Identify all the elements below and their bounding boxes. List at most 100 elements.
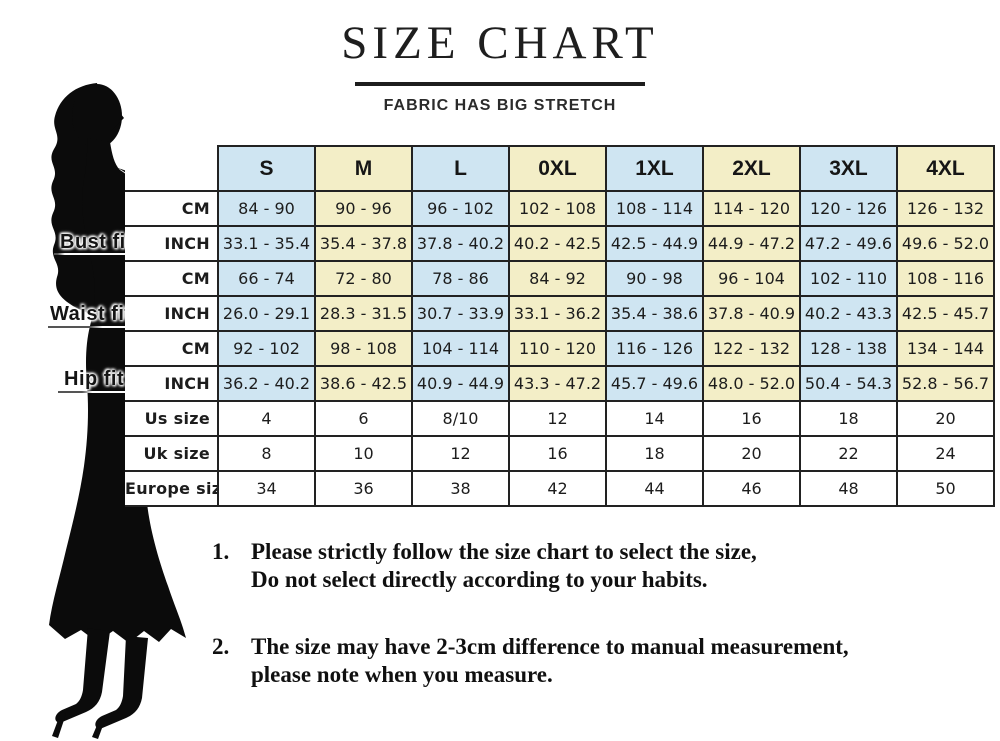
cell: 20 [702, 435, 801, 472]
silhouette-right-heel [92, 718, 105, 739]
waist-fit-label: Waist fit [50, 303, 132, 325]
title-underline [355, 82, 645, 86]
cell: 42.5 - 44.9 [605, 225, 704, 262]
bust-inch-row: INCH 33.1 - 35.4 35.4 - 37.8 37.8 - 40.2… [125, 225, 995, 262]
cell: 102 - 108 [508, 190, 607, 227]
cell: 48.0 - 52.0 [702, 365, 801, 402]
table-header-row: S M L 0XL 1XL 2XL 3XL 4XL [125, 145, 995, 192]
size-header-m: M [314, 145, 413, 192]
cell: 33.1 - 35.4 [217, 225, 316, 262]
row-label-inch: INCH [125, 225, 219, 262]
row-label-inch: INCH [125, 365, 219, 402]
cell: 12 [411, 435, 510, 472]
uk-size-row: Uk size 8 10 12 16 18 20 22 24 [125, 435, 995, 472]
cell: 126 - 132 [896, 190, 995, 227]
silhouette-right-leg [95, 636, 148, 729]
size-table: S M L 0XL 1XL 2XL 3XL 4XL CM 84 - 90 90 … [125, 145, 995, 507]
cell: 10 [314, 435, 413, 472]
cell: 44.9 - 47.2 [702, 225, 801, 262]
silhouette-body-dress [49, 138, 186, 643]
waist-cm-row: CM 66 - 74 72 - 80 78 - 86 84 - 92 90 - … [125, 260, 995, 297]
bust-cm-row: CM 84 - 90 90 - 96 96 - 102 102 - 108 10… [125, 190, 995, 227]
cell: 134 - 144 [896, 330, 995, 367]
note-1: 1. Please strictly follow the size chart… [212, 538, 912, 594]
cell: 108 - 116 [896, 260, 995, 297]
hip-fit-underline [58, 391, 144, 393]
cell: 8 [217, 435, 316, 472]
row-label-cm: CM [125, 330, 219, 367]
size-header-3xl: 3XL [799, 145, 898, 192]
waist-fit-underline [48, 326, 145, 328]
cell: 84 - 90 [217, 190, 316, 227]
woman-silhouette-graphic [49, 83, 186, 739]
notes-section: 1. Please strictly follow the size chart… [212, 538, 912, 728]
page-title: SIZE CHART [341, 17, 659, 69]
cell: 34 [217, 470, 316, 507]
note-2-number: 2. [212, 634, 230, 659]
note-2: 2. The size may have 2-3cm difference to… [212, 633, 912, 689]
cell: 45.7 - 49.6 [605, 365, 704, 402]
cell: 110 - 120 [508, 330, 607, 367]
cell: 40.2 - 42.5 [508, 225, 607, 262]
cell: 8/10 [411, 400, 510, 437]
cell: 40.9 - 44.9 [411, 365, 510, 402]
silhouette-face [110, 100, 124, 132]
cell: 114 - 120 [702, 190, 801, 227]
cell: 50.4 - 54.3 [799, 365, 898, 402]
europe-size-row: Europe size 34 36 38 42 44 46 48 50 [125, 470, 995, 507]
cell: 18 [605, 435, 704, 472]
cell: 35.4 - 38.6 [605, 295, 704, 332]
cell: 50 [896, 470, 995, 507]
cell: 38 [411, 470, 510, 507]
cell: 22 [799, 435, 898, 472]
size-header-s: S [217, 145, 316, 192]
row-label-us-size: Us size [125, 400, 219, 437]
cell: 38.6 - 42.5 [314, 365, 413, 402]
size-header-4xl: 4XL [896, 145, 995, 192]
cell: 108 - 114 [605, 190, 704, 227]
hip-inch-row: INCH 36.2 - 40.2 38.6 - 42.5 40.9 - 44.9… [125, 365, 995, 402]
cell: 4 [217, 400, 316, 437]
note-2-line-1: The size may have 2-3cm difference to ma… [251, 634, 849, 659]
cell: 16 [702, 400, 801, 437]
size-header-0xl: 0XL [508, 145, 607, 192]
bust-fit-underline [54, 253, 144, 255]
cell: 20 [896, 400, 995, 437]
cell: 44 [605, 470, 704, 507]
note-1-text: Please strictly follow the size chart to… [251, 538, 757, 594]
cell: 16 [508, 435, 607, 472]
cell: 18 [799, 400, 898, 437]
cell: 37.8 - 40.2 [411, 225, 510, 262]
row-label-europe-size: Europe size [125, 470, 219, 507]
cell: 30.7 - 33.9 [411, 295, 510, 332]
cell: 43.3 - 47.2 [508, 365, 607, 402]
cell: 90 - 98 [605, 260, 704, 297]
cell: 6 [314, 400, 413, 437]
size-header-2xl: 2XL [702, 145, 801, 192]
cell: 26.0 - 29.1 [217, 295, 316, 332]
cell: 52.8 - 56.7 [896, 365, 995, 402]
cell: 96 - 102 [411, 190, 510, 227]
note-2-line-2: please note when you measure. [251, 662, 553, 687]
cell: 36.2 - 40.2 [217, 365, 316, 402]
cell: 92 - 102 [217, 330, 316, 367]
size-header-l: L [411, 145, 510, 192]
cell: 116 - 126 [605, 330, 704, 367]
cell: 128 - 138 [799, 330, 898, 367]
cell: 40.2 - 43.3 [799, 295, 898, 332]
note-1-line-2: Do not select directly according to your… [251, 567, 708, 592]
cell: 36 [314, 470, 413, 507]
note-1-number: 1. [212, 539, 230, 564]
note-1-line-1: Please strictly follow the size chart to… [251, 539, 757, 564]
cell: 42.5 - 45.7 [896, 295, 995, 332]
size-header-1xl: 1XL [605, 145, 704, 192]
cell: 37.8 - 40.9 [702, 295, 801, 332]
cell: 102 - 110 [799, 260, 898, 297]
cell: 35.4 - 37.8 [314, 225, 413, 262]
row-label-cm: CM [125, 260, 219, 297]
cell: 33.1 - 36.2 [508, 295, 607, 332]
cell: 122 - 132 [702, 330, 801, 367]
waist-inch-row: INCH 26.0 - 29.1 28.3 - 31.5 30.7 - 33.9… [125, 295, 995, 332]
cell: 12 [508, 400, 607, 437]
